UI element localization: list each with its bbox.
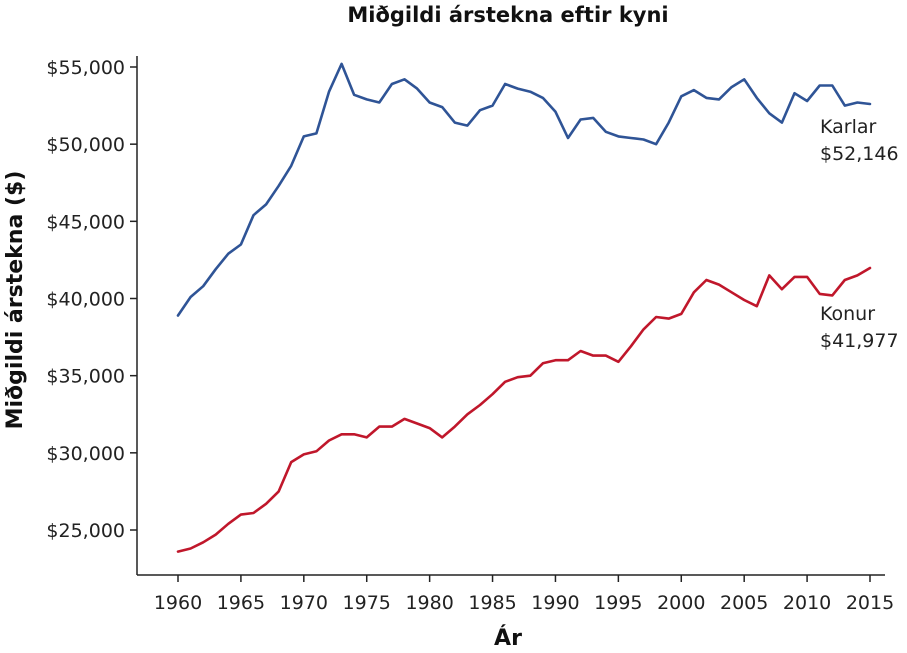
axes [136, 56, 885, 576]
x-tick-label: 2005 [720, 592, 768, 614]
x-tick-label: 1960 [154, 592, 202, 614]
series-lines [176, 62, 872, 553]
y-axis-title: Miðgildi árstekna ($) [3, 171, 28, 430]
x-tick-label: 2010 [783, 592, 831, 614]
chart-title: Miðgildi árstekna eftir kyni [347, 3, 668, 27]
y-tick-label: $50,000 [46, 134, 125, 156]
series-label-karlar: Karlar [820, 116, 877, 138]
x-tick-label: 1985 [468, 592, 516, 614]
series-value-label-konur: $41,977 [820, 330, 899, 352]
x-tick-label: 2015 [846, 592, 894, 614]
x-tick-label: 1990 [531, 592, 579, 614]
series-line-konur [176, 266, 872, 553]
series-line-karlar [176, 62, 872, 317]
x-tick-label: 1995 [594, 592, 642, 614]
y-tick-label: $45,000 [46, 211, 125, 233]
series-value-label-karlar: $52,146 [820, 143, 899, 165]
x-ticks: 1960 1965 1970 1975 1980 1985 1990 1995 2000 2005… [154, 575, 894, 614]
y-tick-label: $25,000 [46, 520, 125, 542]
series-labels: Karlar $52,146 Konur $41,977 [820, 116, 899, 352]
y-tick-label: $30,000 [46, 443, 125, 465]
x-axis-title: Ár [494, 625, 522, 651]
x-tick-label: 2000 [657, 592, 705, 614]
x-tick-label: 1975 [343, 592, 391, 614]
y-tick-label: $40,000 [46, 289, 125, 311]
x-tick-label: 1980 [405, 592, 453, 614]
y-tick-label: $55,000 [46, 57, 125, 79]
y-ticks: $25,000 $30,000 $35,000 $40,000 $45,000 $50,0… [46, 57, 137, 542]
x-tick-label: 1965 [217, 592, 265, 614]
x-tick-label: 1970 [280, 592, 328, 614]
series-label-konur: Konur [820, 303, 875, 325]
y-tick-label: $35,000 [46, 366, 125, 388]
